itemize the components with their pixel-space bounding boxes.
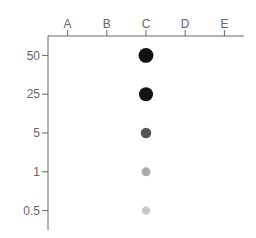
svg-text:0.5: 0.5 [23, 204, 40, 218]
svg-text:B: B [103, 17, 111, 31]
svg-text:50: 50 [27, 49, 41, 63]
svg-text:E: E [220, 17, 228, 31]
svg-text:1: 1 [33, 165, 40, 179]
svg-text:A: A [64, 17, 72, 31]
svg-text:5: 5 [33, 126, 40, 140]
svg-text:D: D [181, 17, 190, 31]
svg-text:25: 25 [27, 87, 41, 101]
svg-text:C: C [142, 17, 151, 31]
